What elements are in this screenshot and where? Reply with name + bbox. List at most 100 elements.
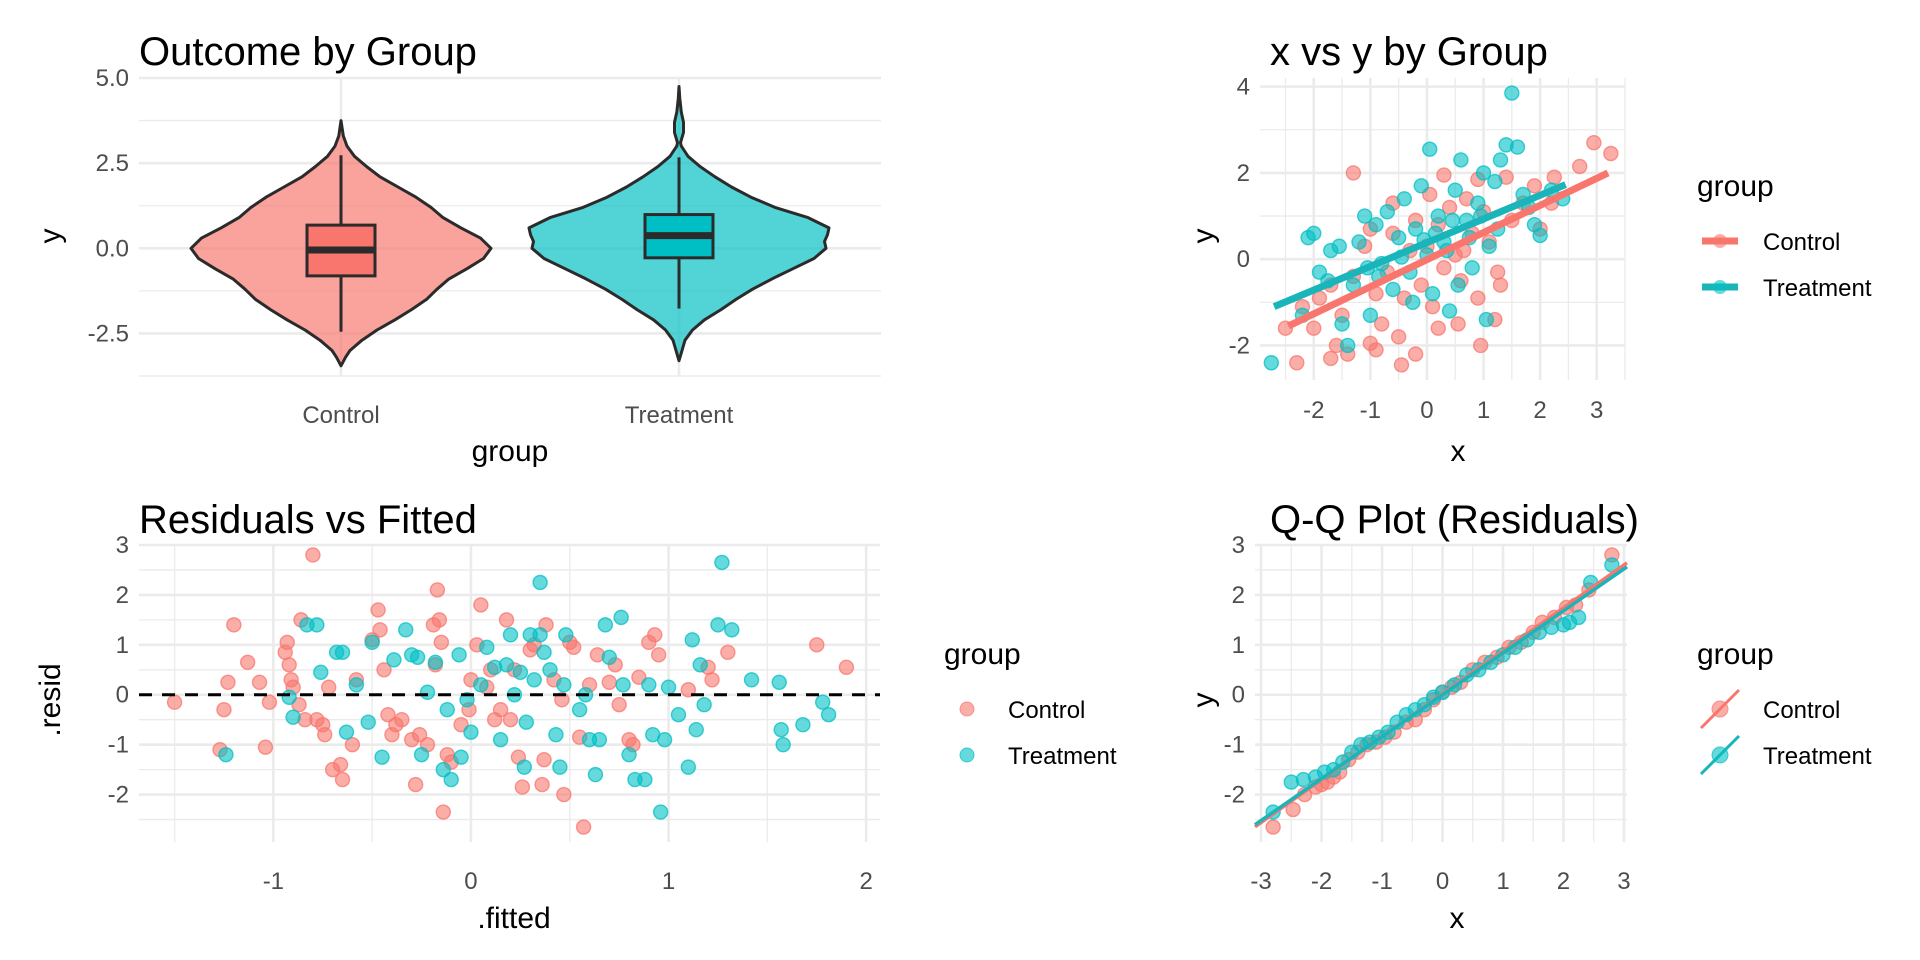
point-treatment: [498, 657, 515, 673]
point-control: [1492, 277, 1509, 293]
y-tick-label: 0: [1232, 682, 1245, 709]
point-treatment: [670, 707, 687, 723]
point-control: [407, 776, 424, 793]
point-treatment: [660, 679, 677, 695]
point-treatment: [360, 714, 376, 730]
point-treatment: [771, 674, 787, 690]
point-control: [1424, 298, 1441, 315]
legend-key-point: [1711, 700, 1729, 718]
point-control: [251, 674, 268, 690]
point-treatment: [556, 677, 572, 693]
x-tick-label: 3: [1617, 868, 1630, 895]
y-axis-title-scatter: y: [1187, 229, 1220, 244]
point-control: [1436, 260, 1452, 276]
x-tick-label: -2: [1303, 397, 1324, 424]
point-control: [514, 779, 531, 795]
point-treatment: [1504, 85, 1520, 101]
point-control: [1413, 277, 1429, 293]
point-treatment: [502, 627, 519, 643]
panel-residuals: Residuals vs Fitted -2 -1 0 1 2 3 -1 0 1 2 .fitt…: [34, 498, 1117, 935]
chart-title-scatter: x vs y by Group: [1270, 30, 1548, 74]
point-treatment: [814, 694, 831, 710]
x-tick-label: -2: [1311, 868, 1332, 895]
point-treatment: [1487, 173, 1503, 190]
x-tick-label: 2: [1533, 397, 1546, 424]
x-tick-label: 2: [859, 868, 872, 895]
x-tick-label: 1: [1496, 868, 1509, 895]
point-control: [220, 674, 236, 690]
x-axis-title-scatter: x: [1451, 435, 1466, 468]
point-treatment: [398, 622, 414, 638]
y-tick-label: 0: [1237, 246, 1250, 273]
point-treatment: [1385, 281, 1401, 298]
panel-violin: Outcome by Group -2.5 0.0 2.5 5.0 Control Tr…: [34, 30, 881, 468]
marks-qq: [1253, 547, 1629, 835]
y-tick-label: 2: [1237, 160, 1250, 187]
point-treatment: [479, 639, 495, 656]
y-tick-label: -2: [1229, 332, 1250, 359]
point-treatment: [680, 759, 697, 775]
point-control: [1470, 290, 1486, 306]
xticks-scatter: -2 -1 0 1 2 3: [1303, 397, 1603, 424]
point-treatment: [795, 716, 811, 733]
point-treatment: [714, 554, 730, 571]
point-treatment: [1441, 303, 1458, 319]
point-treatment: [526, 672, 542, 688]
point-treatment: [652, 804, 669, 820]
point-control: [1586, 135, 1602, 151]
point-treatment: [1362, 307, 1379, 323]
point-treatment: [218, 746, 234, 763]
panel-scatter: x vs y by Group -2 0 2 4 -2 -1 0 1 2 3 x y group…: [1187, 30, 1872, 468]
point-treatment: [820, 707, 837, 723]
point-treatment: [419, 684, 436, 700]
point-control: [1450, 316, 1466, 332]
x-tick-label: 0: [1436, 868, 1449, 895]
point-treatment: [1396, 191, 1413, 207]
legend-key-point: [959, 701, 975, 717]
point-control: [305, 547, 321, 563]
y-tick-label: -1: [108, 732, 129, 759]
point-treatment: [1509, 139, 1526, 155]
point-treatment: [1356, 208, 1373, 224]
legend-residuals: group Control Treatment: [944, 638, 1117, 770]
point-treatment: [1475, 165, 1492, 181]
point-treatment: [696, 697, 712, 713]
point-control: [473, 597, 489, 613]
point-control: [1306, 320, 1322, 336]
point-treatment: [427, 654, 444, 671]
point-treatment: [1430, 208, 1446, 224]
point-treatment: [558, 627, 574, 643]
point-control: [1603, 145, 1619, 162]
y-tick-label: -2: [1224, 782, 1245, 809]
point-treatment: [409, 649, 426, 666]
point-control: [556, 786, 572, 803]
point-control: [435, 804, 452, 820]
legend-label-control: Control: [1763, 229, 1840, 256]
point-treatment: [1306, 225, 1322, 242]
legend-label-treatment: Treatment: [1008, 743, 1117, 770]
point-treatment: [1331, 238, 1347, 254]
fit-line-treatment: [1272, 181, 1567, 310]
point-treatment: [1340, 337, 1356, 354]
point-treatment: [637, 771, 653, 788]
x-tick-label: 0: [1420, 397, 1433, 424]
point-treatment: [1444, 212, 1461, 229]
point-treatment: [518, 714, 534, 730]
legend-key-point: [1711, 746, 1729, 764]
marks-scatter: [1263, 85, 1619, 373]
y-tick-label: 3: [116, 532, 129, 559]
legend-keys: [1702, 234, 1738, 294]
qq-point-control: [1285, 801, 1301, 818]
point-treatment: [1453, 152, 1469, 168]
point-treatment: [581, 731, 598, 748]
point-treatment: [334, 644, 351, 661]
point-control: [1436, 167, 1452, 183]
point-control: [1526, 178, 1543, 194]
point-control: [601, 674, 617, 690]
point-treatment: [1390, 229, 1407, 246]
point-control: [380, 707, 396, 723]
point-control: [1289, 355, 1305, 371]
point-control: [720, 644, 736, 661]
point-treatment: [1492, 152, 1509, 168]
point-treatment: [542, 662, 558, 678]
